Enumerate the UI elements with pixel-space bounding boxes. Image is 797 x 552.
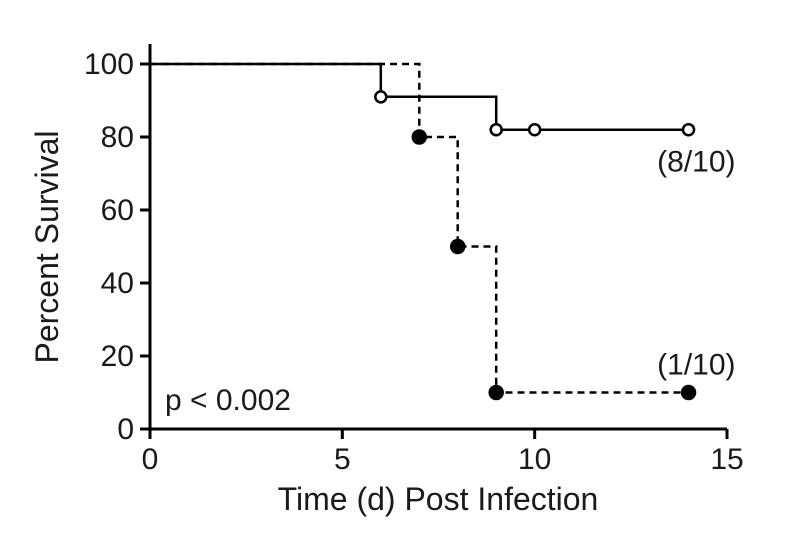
x-tick-label: 10 [518,443,551,476]
open-circle-marker [489,122,503,137]
x-tick-label: 15 [710,443,743,476]
filled-circle-marker [449,238,466,255]
x-tick-label: 5 [334,443,351,476]
filled-circle-marker [411,129,428,145]
open-circle-marker [681,122,696,137]
y-tick-label: 80 [101,121,134,154]
series-layer: (8/10) (1/10) [150,62,736,401]
end-label: (1/10) [657,349,735,382]
y-tick-label: 0 [117,413,134,446]
open-circle-marker [527,122,542,137]
series-2: (1/10) [150,62,736,401]
x-axis-label: Time (d) Post Infection [278,481,599,517]
y-tick-label: 100 [84,48,134,81]
open-circle-marker [374,90,388,104]
x-tick-label: 0 [142,443,159,476]
axes: 0 20 40 60 80 100 0 5 10 15 [84,44,744,476]
end-label: (8/10) [657,146,735,179]
series-1: (8/10) [150,62,736,179]
p-value-annotation: p < 0.002 [165,384,291,417]
y-tick-label: 40 [101,267,134,300]
y-tick-label: 60 [101,194,134,227]
survival-curve [150,62,689,394]
filled-circle-marker [680,384,697,401]
filled-circle-marker [488,384,504,401]
y-tick-label: 20 [101,340,134,373]
y-axis-label: Percent Survival [29,131,65,364]
